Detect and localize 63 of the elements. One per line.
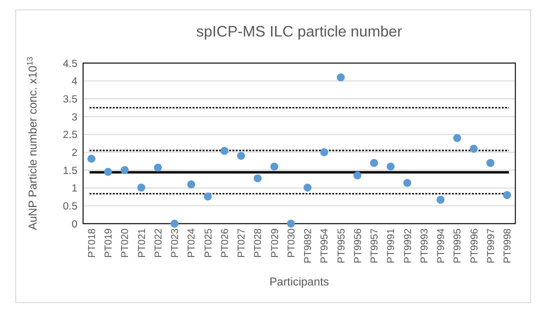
- point: [403, 178, 412, 187]
- y-tick-label: 1.5: [62, 166, 78, 177]
- y-tick-label: 4: [72, 76, 78, 88]
- y-tick-label: 0: [72, 219, 78, 230]
- point: [436, 196, 445, 204]
- point: [237, 152, 246, 160]
- point: [87, 154, 96, 163]
- x-tick-label: PT029: [270, 228, 281, 258]
- x-tick-label: PT026: [220, 228, 231, 258]
- x-tick-label: PT022: [153, 228, 164, 258]
- x-tick-label: PT030: [286, 228, 298, 258]
- y-tick-label: 3.5: [62, 94, 78, 106]
- x-tick-label: PT025: [203, 228, 214, 258]
- x-tick-label: PT024: [186, 228, 198, 258]
- y-tick-label: 2: [72, 148, 78, 159]
- point: [386, 162, 395, 171]
- x-tick-label: PT9956: [352, 228, 364, 264]
- x-tick-label: PT9998: [502, 228, 514, 264]
- point: [187, 180, 196, 188]
- point: [170, 220, 179, 228]
- point: [204, 192, 212, 201]
- x-tick-label: PT9892: [303, 228, 314, 264]
- x-tick-label: PT027: [236, 228, 248, 258]
- point: [137, 184, 146, 192]
- point: [503, 191, 512, 200]
- x-tick-label: PT9991: [386, 228, 398, 264]
- point: [370, 159, 378, 167]
- x-tick-label: PT9954: [320, 228, 331, 264]
- x-tick-label: PT9995: [452, 228, 464, 264]
- x-tick-label: PT9994: [436, 228, 448, 264]
- point: [120, 166, 129, 174]
- y-tick-label: 0.5: [62, 201, 78, 212]
- point: [286, 220, 295, 228]
- x-tick-label: PT028: [253, 228, 264, 258]
- x-tick-label: PT9992: [402, 228, 414, 264]
- y-tick-label: 2.5: [62, 130, 78, 142]
- point: [320, 148, 328, 156]
- chart-title: spICP-MS ILC particle number: [196, 24, 402, 40]
- y-tick-label: 3: [72, 112, 78, 124]
- x-tick-label: PT019: [104, 228, 115, 258]
- x-tick-label: PT023: [170, 228, 182, 258]
- y-tick-label: 1: [72, 184, 78, 195]
- x-tick-label: PT9997: [486, 228, 497, 264]
- point: [470, 144, 478, 153]
- point: [353, 171, 362, 180]
- point: [336, 73, 345, 82]
- x-tick-label: PT9993: [419, 228, 430, 264]
- x-tick-label: PT9957: [370, 228, 381, 264]
- point: [104, 168, 112, 176]
- x-tick-label: PT9996: [469, 228, 480, 264]
- x-tick-label: PT9955: [336, 228, 348, 264]
- point: [453, 134, 462, 142]
- x-axis-title: Participants: [269, 276, 330, 288]
- point: [154, 164, 162, 172]
- point: [254, 174, 262, 182]
- y-tick-label: 4.5: [62, 58, 78, 70]
- x-tick-label: PT020: [120, 228, 132, 258]
- x-tick-label: PT021: [136, 228, 148, 258]
- point: [220, 146, 228, 155]
- point: [270, 162, 278, 171]
- x-tick-label: PT018: [86, 228, 98, 258]
- point: [304, 184, 312, 192]
- point: [486, 159, 494, 167]
